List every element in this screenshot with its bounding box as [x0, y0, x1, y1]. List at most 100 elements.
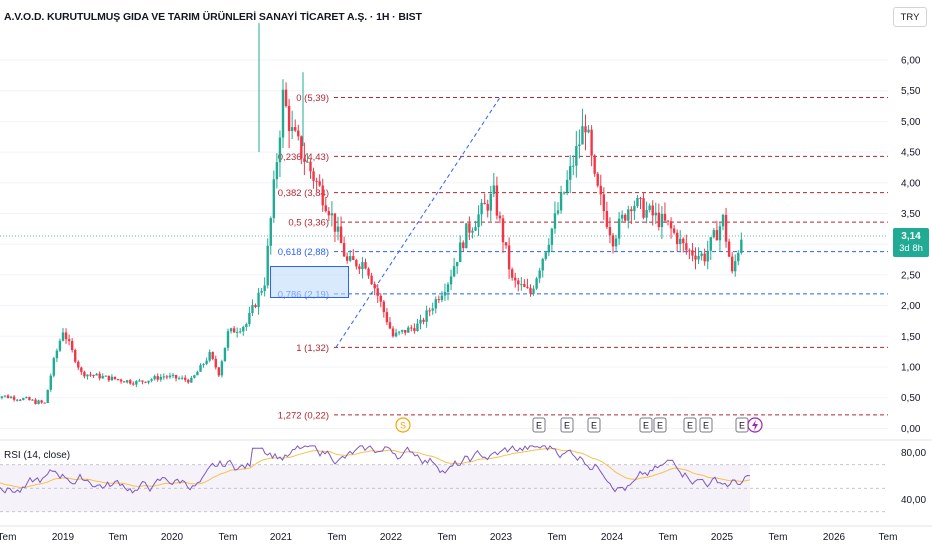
- earnings-event-icon[interactable]: [639, 417, 653, 433]
- candle-body: [147, 380, 150, 383]
- candle-body: [300, 136, 303, 159]
- earnings-event-icon[interactable]: [699, 417, 713, 433]
- fibonacci-level-label: 0,618 (2,88): [278, 247, 329, 258]
- candle-body: [587, 129, 590, 133]
- candle-body: [12, 396, 16, 400]
- candle-body: [553, 213, 557, 229]
- fibonacci-trendline: [335, 97, 501, 348]
- time-tick-label: 2022: [380, 532, 403, 543]
- price-tick-label: 0,50: [901, 393, 921, 404]
- candle-body: [355, 259, 358, 267]
- candle-body: [397, 331, 401, 333]
- candle-body: [129, 380, 132, 384]
- earnings-event-icon[interactable]: [653, 417, 667, 433]
- candle-body: [465, 223, 468, 249]
- candle-body: [440, 295, 444, 301]
- fibonacci-selected-level[interactable]: [270, 266, 349, 298]
- candle-body: [599, 185, 602, 195]
- time-tick-label: 2024: [601, 532, 624, 543]
- candle-body: [724, 214, 728, 242]
- time-tick-label: 2020: [161, 532, 184, 543]
- candle-body: [694, 255, 697, 260]
- event-marker-label: E: [703, 421, 709, 431]
- event-marker-label: E: [564, 421, 570, 431]
- candle-body: [520, 284, 523, 286]
- candle-body: [718, 226, 722, 241]
- candle-body: [306, 161, 309, 163]
- candle-body: [187, 379, 190, 383]
- candle-body: [581, 126, 584, 145]
- time-tick-label: Tem: [659, 532, 678, 543]
- fibonacci-level-label: 1 (1,32): [296, 343, 329, 354]
- earnings-event-icon[interactable]: [683, 417, 697, 433]
- candle-body: [382, 301, 386, 313]
- candle-body: [645, 209, 648, 218]
- candle-body: [449, 276, 453, 285]
- earnings-event-icon[interactable]: [560, 417, 574, 433]
- candle-body: [74, 349, 77, 362]
- candle-body: [171, 374, 175, 376]
- candle-body: [455, 262, 459, 267]
- candle-body: [651, 205, 654, 216]
- candle-body: [682, 238, 685, 244]
- candle-body: [177, 378, 181, 380]
- candle-body: [22, 398, 25, 401]
- price-tick-label: 5,50: [901, 86, 921, 97]
- candle-body: [104, 375, 107, 377]
- candle-body: [532, 288, 535, 294]
- candle-body: [86, 374, 89, 377]
- candle-body: [624, 214, 627, 221]
- candle-body: [550, 228, 554, 245]
- candle-body: [199, 365, 202, 372]
- currency-button[interactable]: TRY: [893, 7, 927, 27]
- candle-body: [324, 205, 327, 212]
- candle-body: [6, 395, 10, 399]
- earnings-event-icon[interactable]: [587, 417, 601, 433]
- time-tick-label: Tem: [109, 532, 128, 543]
- candle-body: [55, 350, 59, 359]
- time-tick-label: Tem: [879, 532, 898, 543]
- candle-body: [116, 379, 120, 381]
- candle-body: [569, 166, 572, 180]
- event-marker-label: E: [536, 421, 542, 431]
- fibonacci-level-label: 0,236 (4,43): [278, 152, 329, 163]
- candle-body: [504, 242, 508, 246]
- candle-body: [275, 162, 279, 180]
- candle-body: [715, 230, 719, 241]
- earnings-event-icon[interactable]: [532, 417, 546, 433]
- candle-body: [46, 389, 49, 404]
- candle-body: [639, 197, 642, 199]
- candle-body: [119, 379, 123, 382]
- candle-body: [443, 292, 447, 296]
- candle-body: [229, 328, 233, 332]
- candle-body: [132, 383, 135, 385]
- candle-body: [434, 299, 437, 309]
- candle-body: [345, 256, 349, 261]
- price-tick-label: 2,50: [901, 270, 921, 281]
- candle-body: [675, 232, 679, 245]
- candle-body: [507, 245, 511, 270]
- candle-body: [416, 323, 419, 332]
- candle-body: [3, 395, 7, 397]
- fibonacci-level-label: 0,382 (3,84): [278, 188, 329, 199]
- candle-body: [614, 238, 618, 247]
- candle-body: [284, 89, 288, 107]
- candle-body: [388, 322, 392, 329]
- split-event-icon[interactable]: [395, 417, 411, 433]
- candle-body: [605, 210, 609, 228]
- candle-body: [309, 161, 312, 172]
- candle-body: [165, 376, 169, 378]
- candle-body: [404, 330, 407, 333]
- candle-body: [556, 210, 560, 214]
- candle-body: [205, 360, 208, 364]
- rsi-pane: 80,00 40,00: [0, 445, 926, 513]
- candle-body: [474, 227, 477, 231]
- candle-body: [544, 252, 547, 259]
- candle-body: [43, 402, 46, 404]
- rsi-indicator-label[interactable]: RSI (14, close): [4, 450, 71, 461]
- candle-body: [526, 286, 529, 288]
- chart-grid: [0, 59, 888, 429]
- price-tick-label: 6,00: [901, 56, 921, 67]
